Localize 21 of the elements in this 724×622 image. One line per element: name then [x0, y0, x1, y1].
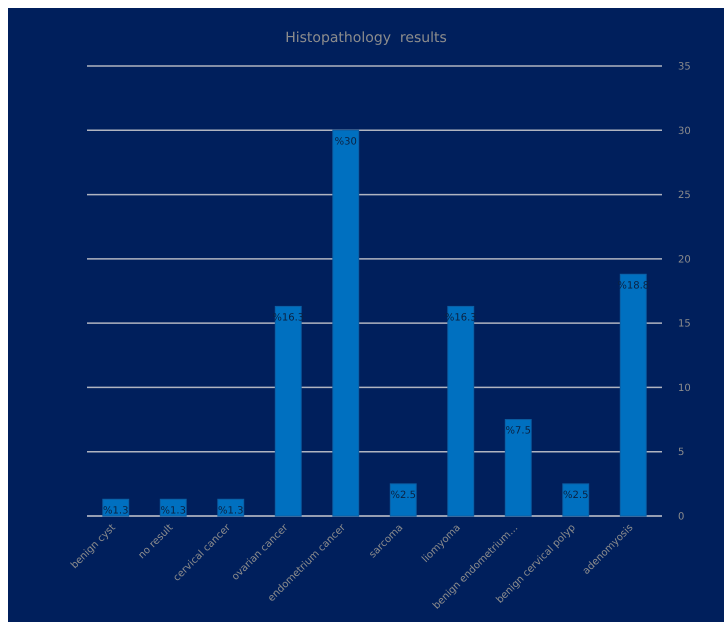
bar	[620, 274, 647, 516]
data-label: %2.5	[390, 490, 416, 501]
y-tick-label: 25	[678, 190, 691, 202]
bar	[447, 306, 474, 516]
data-label: %1.3	[160, 505, 186, 516]
data-label: %7.5	[506, 426, 531, 437]
y-tick-label: 20	[678, 254, 691, 266]
bar	[504, 419, 532, 516]
y-tick-label: 35	[678, 62, 691, 72]
y-tick-label: 10	[678, 382, 691, 394]
data-label: %30	[334, 136, 357, 148]
data-label: %1.3	[218, 505, 244, 516]
bar	[332, 130, 360, 516]
y-tick-label: 30	[678, 126, 691, 137]
bar	[274, 306, 302, 516]
data-label: %1.3	[103, 505, 128, 516]
data-label: %2.5	[563, 490, 588, 501]
y-tick-label: 15	[678, 318, 691, 330]
chart-title: Histopathology results	[285, 30, 447, 46]
y-tick-label: 0	[678, 512, 684, 522]
y-tick-label: 5	[678, 447, 684, 458]
